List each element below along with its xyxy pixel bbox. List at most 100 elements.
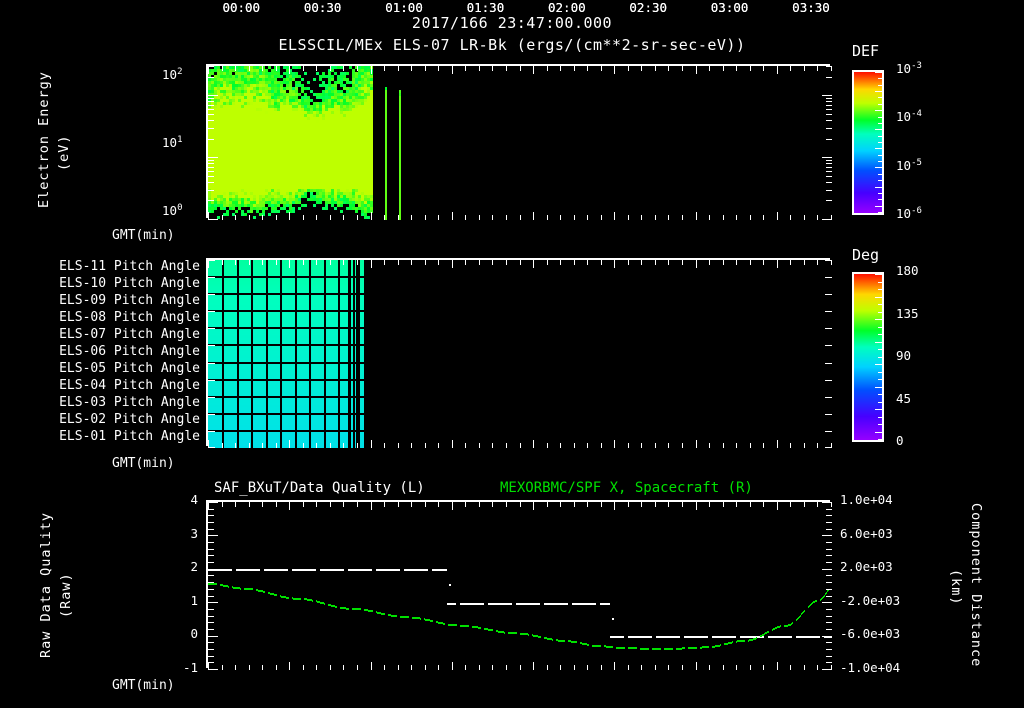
panel1-colorbar[interactable]: [852, 70, 884, 215]
panel3-ylabel-left-units: (Raw): [58, 560, 74, 630]
panel1-ytick-2: 102: [162, 67, 182, 82]
panel3-title-left-text: SAF_BXuT/Data Quality (L): [214, 480, 425, 496]
panel1-cb-tick-exp-1: -4: [911, 109, 922, 120]
panel3-ytick-right-5: -1.0e+04: [840, 660, 901, 675]
panel3-ytick-left-5: -1: [182, 660, 198, 675]
panel1-ytick-0-base: 10: [162, 203, 178, 219]
panel3-xtick-0: 00:00: [222, 0, 261, 15]
panel3-xtick-7: 03:30: [792, 0, 830, 15]
panel1-xtick-0: 00:00: [222, 0, 261, 15]
panel1-cb-tick-exp-2: -5: [911, 157, 922, 168]
panel2-colorbar-tick-1: 135: [896, 305, 919, 321]
panel1-cb-tick-base-2: 10: [896, 157, 912, 173]
panel3-ytick-left-4: 0: [190, 626, 198, 642]
panel2-row-label-9: ELS-09 Pitch Angle: [59, 292, 200, 308]
panel3-ytick-right-3: -2.0e+03: [840, 592, 901, 608]
electron-energy-spectrogram[interactable]: [208, 66, 832, 220]
panel3-xtick-2: 01:00: [385, 0, 423, 15]
panel1-ytick-0: 100: [162, 203, 182, 218]
panel2-xtick-3: 01:30: [466, 0, 505, 15]
panel1-ytick-0-exp: 0: [177, 203, 183, 213]
panel3-xtick-6: 03:00: [710, 0, 749, 15]
subtitle-text: ELSSCIL/MEx ELS-07 LR-Bk (ergs/(cm**2-sr…: [278, 36, 746, 54]
panel2-row-label-7: ELS-07 Pitch Angle: [59, 326, 200, 342]
panel1-colorbar-title: DEF: [852, 42, 879, 60]
panel2-row-label-5: ELS-05 Pitch Angle: [59, 361, 200, 377]
panel2-colorbar-tick-2: 90: [896, 348, 912, 363]
panel2-xtick-6: 03:00: [710, 0, 749, 15]
panel3-ylabel-right-units: (km): [948, 552, 964, 622]
panel2-row-label-3: ELS-03 Pitch Angle: [59, 395, 200, 411]
panel2-colorbar-title-text: Deg: [852, 246, 880, 264]
pitch-angle-spectrogram[interactable]: [208, 260, 832, 448]
panel1-cb-tick-base-3: 10: [896, 206, 912, 222]
panel1-ylabel-l1: Electron Energy: [36, 71, 52, 209]
panel1-colorbar-title-text: DEF: [852, 42, 880, 60]
panel1-xaxis-label-text: GMT(min): [112, 228, 175, 243]
panel1-xtick-4: 02:00: [548, 0, 586, 15]
panel3-title-right-text: MEXORBMC/SPF X, Spacecraft (R): [500, 480, 753, 496]
panel1-ytick-2-base: 10: [162, 67, 178, 83]
panel3-plot-area[interactable]: [206, 500, 832, 670]
panel3-ytick-right-0: 1.0e+04: [840, 492, 893, 507]
panel2-xtick-7: 03:30: [792, 0, 830, 15]
panel2-row-label-4: ELS-04 Pitch Angle: [59, 378, 200, 394]
panel3-ytick-left-3: 1: [190, 592, 198, 608]
panel1-cb-tick-exp-3: -6: [911, 206, 922, 216]
panel2-row-label-2: ELS-02 Pitch Angle: [59, 412, 200, 428]
panel3-ytick-left-2: 2: [190, 559, 198, 575]
panel1-xtick-1: 00:30: [303, 0, 342, 15]
panel3-ylabel-left: Raw Data Quality: [38, 500, 54, 670]
panel1-ytick-1-exp: 1: [177, 135, 183, 145]
panel3-ylabel-right-l2: (km): [948, 568, 964, 606]
quality-distance-traces[interactable]: [208, 502, 832, 670]
panel3-xtick-4: 02:00: [548, 0, 586, 15]
panel1-cb-tick-exp-0: -3: [911, 61, 922, 71]
panel2-row-label-10: ELS-10 Pitch Angle: [59, 275, 200, 291]
panel2-colorbar-title: Deg: [852, 246, 879, 264]
panel1-cb-tick-base-0: 10: [896, 61, 912, 77]
def-colorbar-gradient: [854, 72, 882, 213]
panel1-xtick-7: 03:30: [792, 0, 830, 15]
panel1-colorbar-tick-1: 10-4: [896, 109, 922, 124]
panel2-row-label-1: ELS-01 Pitch Angle: [59, 429, 200, 445]
panel2-colorbar-tick-0: 180: [896, 263, 919, 278]
panel2-xtick-5: 02:30: [629, 0, 668, 15]
panel1-ytick-2-exp: 2: [177, 67, 183, 77]
panel1-cb-tick-base-1: 10: [896, 109, 912, 125]
panel3-title-left: SAF_BXuT/Data Quality (L): [214, 480, 425, 496]
panel3-ylabel-left-l2: (Raw): [58, 572, 74, 618]
title-timestamp: 2017/166 23:47:00.000: [411, 14, 613, 32]
panel1-ylabel-units: (eV): [56, 118, 72, 188]
page-title: 2017/166 23:47:00.000: [0, 14, 1024, 32]
panel3-ylabel-right-l1: Component Distance: [968, 503, 984, 668]
panel2-row-label-8: ELS-08 Pitch Angle: [59, 309, 200, 325]
panel2-colorbar[interactable]: [852, 272, 884, 442]
page-subtitle: ELSSCIL/MEx ELS-07 LR-Bk (ergs/(cm**2-sr…: [0, 36, 1024, 54]
panel1-xtick-3: 01:30: [466, 0, 505, 15]
panel1-ylabel-l2: (eV): [56, 134, 72, 172]
panel3-ylabel-left-l1: Raw Data Quality: [38, 511, 54, 659]
panel1-xtick-6: 03:00: [710, 0, 749, 15]
panel1-ylabel: Electron Energy: [36, 60, 52, 220]
panel3-xaxis-label-text: GMT(min): [112, 678, 175, 693]
panel3-ytick-left-0: 4: [190, 492, 198, 507]
panel2-plot-area[interactable]: [206, 258, 832, 448]
panel1-xtick-2: 01:00: [385, 0, 423, 15]
panel2-xaxis-label: GMT(min): [112, 456, 175, 471]
panel1-ytick-1: 101: [162, 135, 182, 150]
panel3-ylabel-right: Component Distance: [968, 498, 984, 673]
panel2-colorbar-tick-3: 45: [896, 390, 912, 406]
panel3-ytick-left-1: 3: [190, 525, 198, 541]
panel3-xtick-3: 01:30: [466, 0, 505, 15]
panel3-ytick-right-4: -6.0e+03: [840, 626, 901, 642]
panel1-plot-area[interactable]: [206, 64, 832, 220]
panel1-colorbar-tick-0: 10-3: [896, 61, 922, 76]
panel2-xtick-1: 00:30: [303, 0, 342, 15]
panel2-xtick-0: 00:00: [222, 0, 261, 15]
panel2-xtick-4: 02:00: [548, 0, 586, 15]
panel2-colorbar-tick-4: 0: [896, 433, 904, 448]
panel2-row-label-6: ELS-06 Pitch Angle: [59, 344, 200, 359]
panel1-colorbar-tick-3: 10-6: [896, 206, 922, 221]
panel1-colorbar-tick-2: 10-5: [896, 158, 922, 173]
